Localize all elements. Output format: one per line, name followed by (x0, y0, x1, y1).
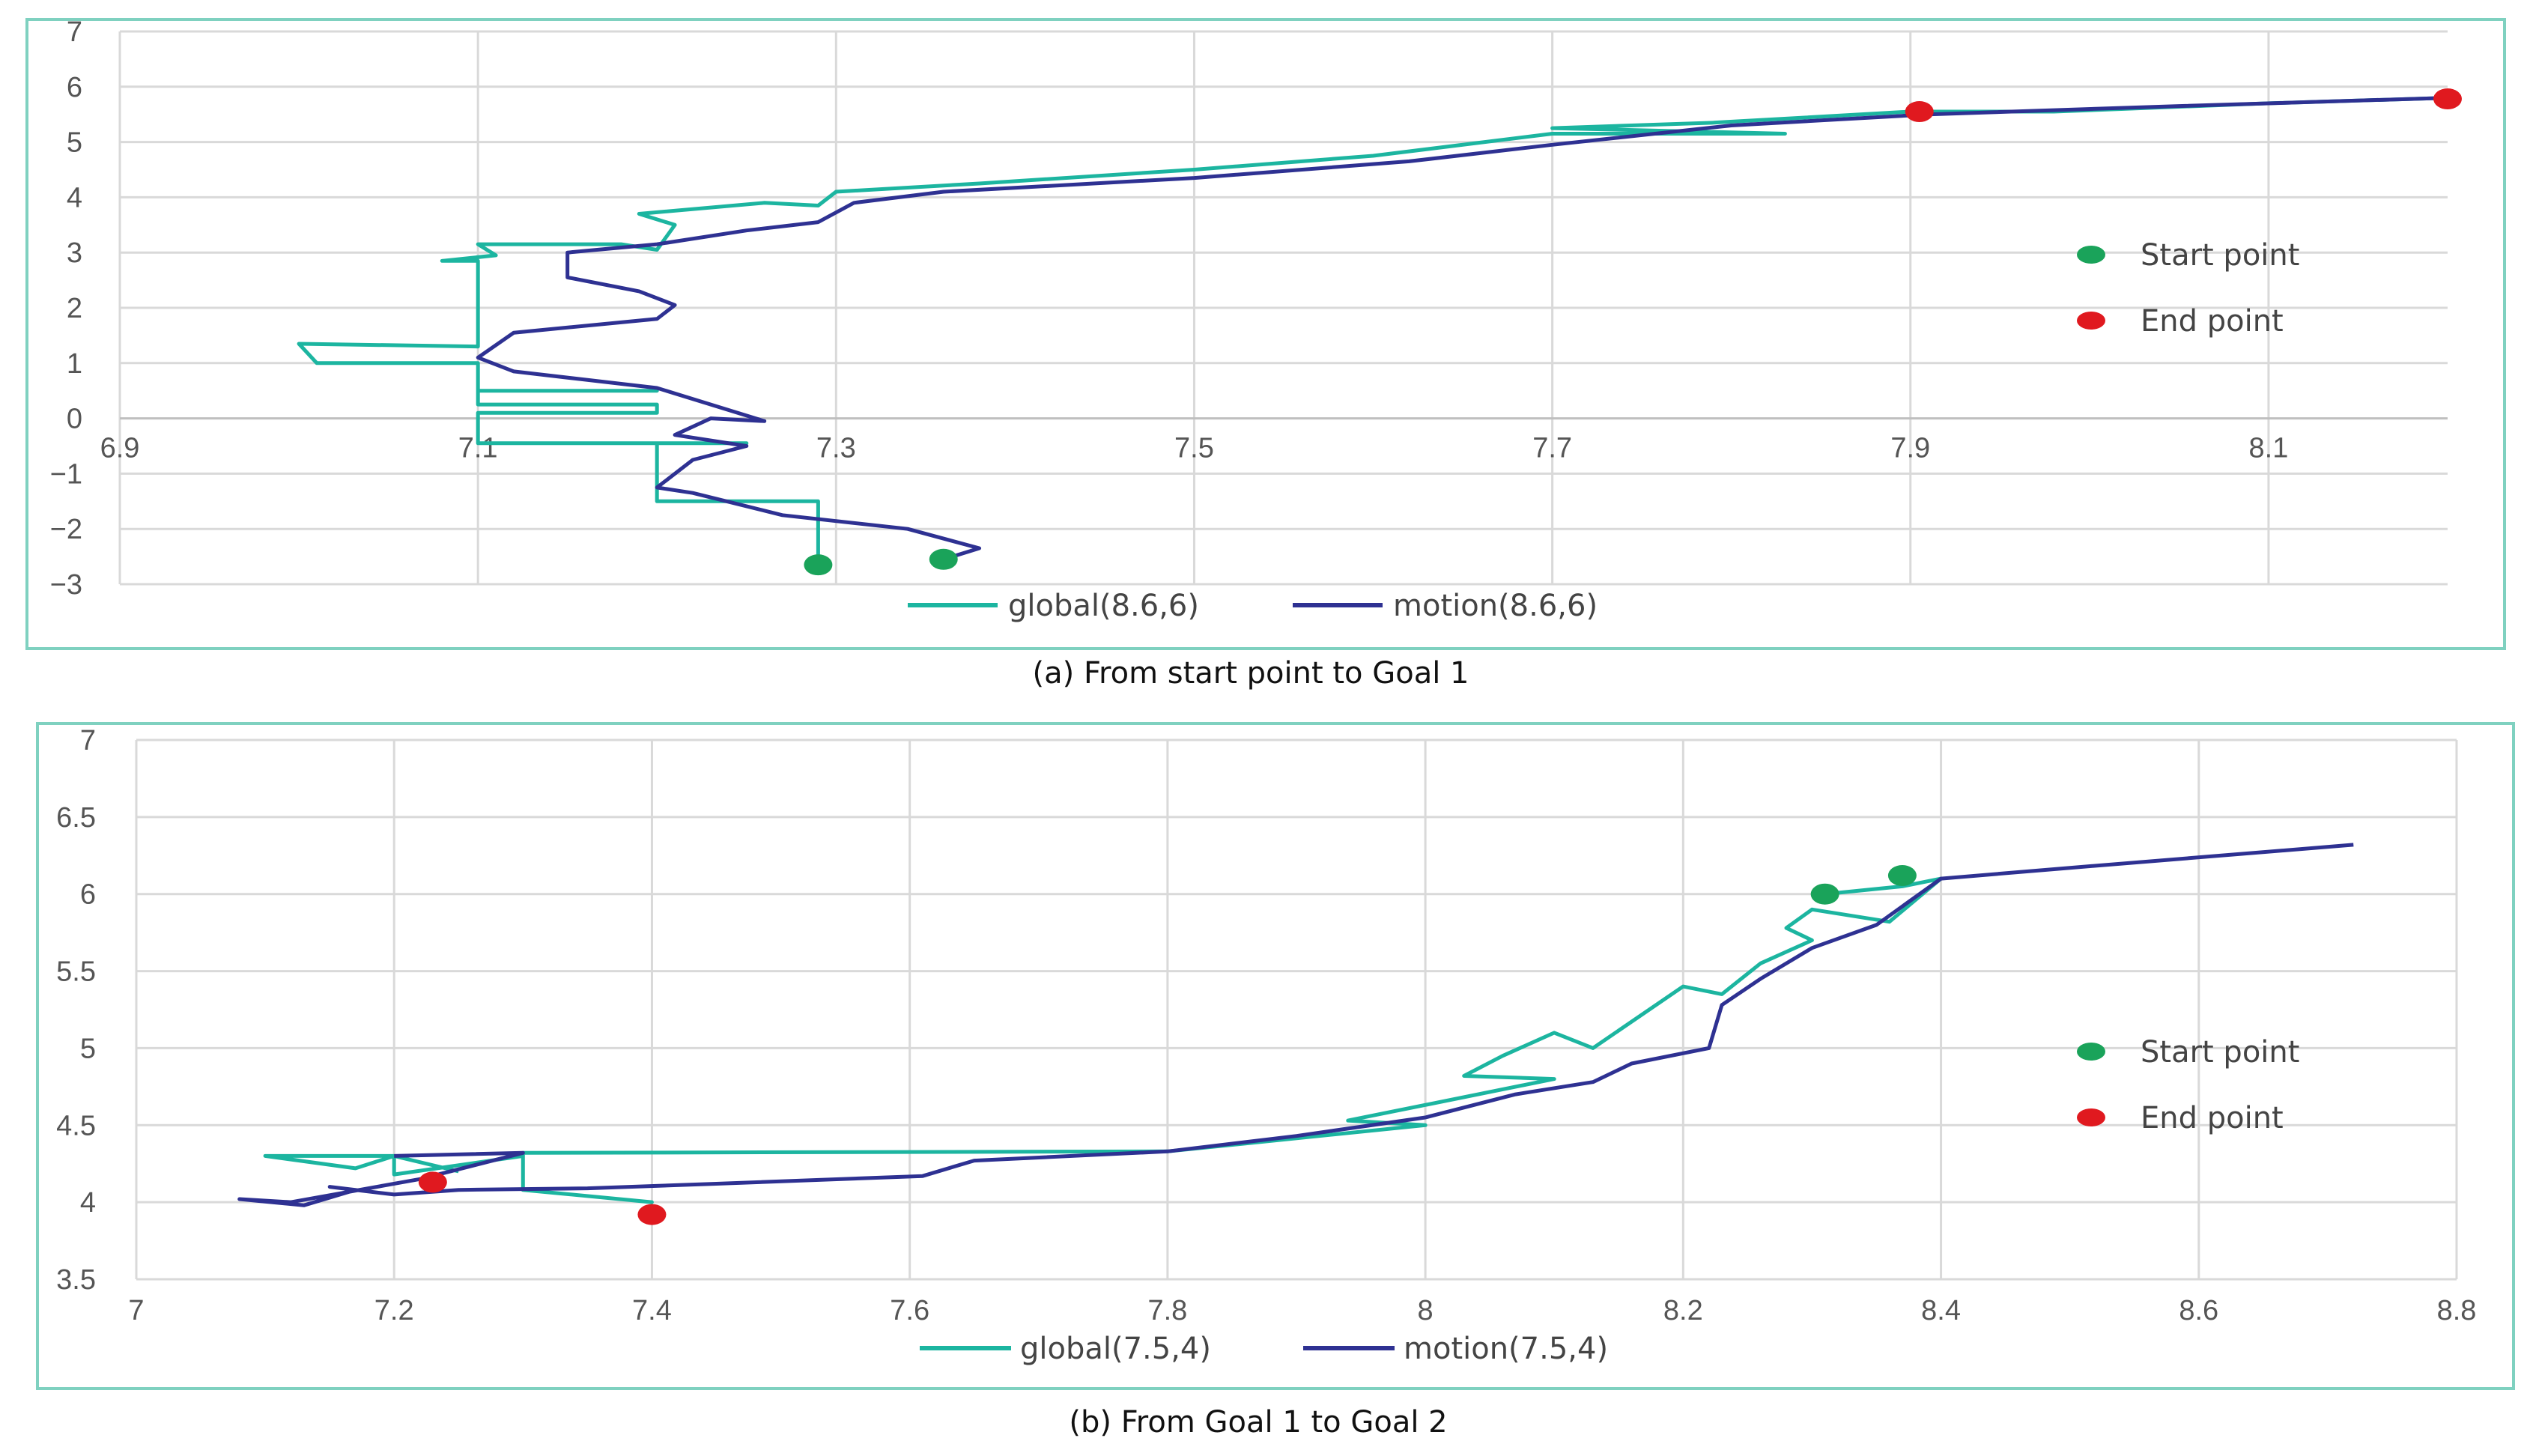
y-tick-label: 4 (80, 1187, 96, 1219)
chart-frame-a (25, 18, 2506, 650)
x-tick-label: 8.2 (1663, 1295, 1703, 1326)
start-point-marker (1810, 883, 1839, 905)
y-tick-labels-b: 7 6.5 6 5.5 5 4.5 4 3.5 (56, 725, 96, 1296)
marker-legend-a: Start point End point (2077, 238, 2299, 339)
y-tick-label: 3 (67, 237, 82, 269)
y-tick-label: 0 (67, 404, 82, 435)
x-tick-label: 7 (128, 1295, 144, 1326)
end-point-legend-label: End point (2141, 1101, 2284, 1135)
y-tick-labels-a: 7 6 5 4 3 2 1 0 −1 −2 −3 (50, 16, 82, 601)
series-legend-label: global(7.5,4) (1020, 1332, 1211, 1366)
x-tick-label: 8.6 (2179, 1295, 2218, 1326)
grid-b (135, 738, 2458, 1281)
x-tick-label: 6.9 (100, 433, 140, 464)
y-tick-label: 5.5 (56, 956, 96, 988)
x-tick-label: 7.8 (1147, 1295, 1187, 1326)
start-point-marker (1887, 865, 1917, 887)
x-tick-labels-a: 6.9 7.1 7.3 7.5 7.7 7.9 8.1 (100, 433, 2289, 464)
start-point-legend-label: Start point (2141, 238, 2299, 273)
caption-a: (a) From start point to Goal 1 (1033, 656, 1469, 691)
end-point-legend-label: End point (2141, 304, 2284, 339)
end-point-marker (1905, 101, 1934, 123)
x-tick-label: 7.3 (816, 433, 856, 464)
start-point-legend-swatch (2077, 246, 2105, 264)
end-point-marker (418, 1171, 447, 1193)
y-tick-label: 4 (67, 182, 82, 213)
y-tick-label: 7 (67, 16, 82, 48)
y-tick-label: 5 (80, 1033, 96, 1064)
y-tick-label: 6 (80, 879, 96, 911)
x-tick-labels-b: 7 7.2 7.4 7.6 7.8 8 8.2 8.4 8.6 8.8 (128, 1295, 2476, 1326)
series-legend-label: global(8.6,6) (1008, 589, 1199, 623)
x-tick-label: 7.6 (890, 1295, 929, 1326)
series-legend-b: global(7.5,4) motion(7.5,4) (920, 1332, 1608, 1366)
x-tick-label: 8.4 (1921, 1295, 1961, 1326)
series-a (297, 96, 2448, 565)
y-tick-label: 6.5 (56, 802, 96, 834)
markers-b (418, 865, 1917, 1225)
x-tick-label: 7.2 (374, 1295, 414, 1326)
x-tick-label: 8 (1418, 1295, 1434, 1326)
caption-b: (b) From Goal 1 to Goal 2 (1069, 1405, 1447, 1440)
x-tick-label: 7.9 (1890, 433, 1930, 464)
series-line-global (263, 876, 1944, 1204)
marker-legend-b: Start point End point (2077, 1035, 2299, 1135)
y-tick-label: 5 (67, 127, 82, 159)
y-tick-label: 1 (67, 348, 82, 380)
x-tick-label: 7.4 (632, 1295, 672, 1326)
series-line-global (297, 96, 2448, 565)
end-point-marker (637, 1204, 667, 1225)
series-line-motion (476, 96, 2448, 562)
x-tick-label: 7.5 (1174, 433, 1214, 464)
y-tick-label: 6 (67, 72, 82, 103)
end-point-marker (2433, 88, 2462, 110)
markers-a (804, 88, 2462, 576)
x-tick-label: 7.7 (1532, 433, 1572, 464)
grid-a (118, 30, 2448, 586)
start-point-legend-swatch (2077, 1043, 2105, 1061)
end-point-legend-swatch (2077, 1108, 2105, 1126)
y-tick-label: −2 (50, 514, 82, 545)
y-tick-label: 7 (80, 725, 96, 756)
series-legend-label: motion(7.5,4) (1404, 1332, 1608, 1366)
y-tick-label: −3 (50, 569, 82, 601)
series-b (237, 843, 2354, 1207)
x-tick-label: 8.8 (2437, 1295, 2477, 1326)
start-point-legend-label: Start point (2141, 1035, 2299, 1070)
end-point-legend-swatch (2077, 312, 2105, 330)
chart-panel-b: 7 7.2 7.4 7.6 7.8 8 8.2 8.4 8.6 8.8 7 6.5 6 5.5 5 4.5 4… (36, 722, 2515, 1440)
y-tick-label: −1 (50, 458, 82, 490)
start-point-marker (929, 548, 958, 570)
series-legend-label: motion(8.6,6) (1393, 589, 1598, 623)
y-tick-label: 4.5 (56, 1110, 96, 1141)
y-tick-label: 2 (67, 293, 82, 324)
series-legend-a: global(8.6,6) motion(8.6,6) (908, 589, 1598, 623)
start-point-marker (804, 554, 833, 576)
series-line-motion (237, 843, 2354, 1207)
y-tick-label: 3.5 (56, 1264, 96, 1296)
x-tick-label: 8.1 (2249, 433, 2289, 464)
